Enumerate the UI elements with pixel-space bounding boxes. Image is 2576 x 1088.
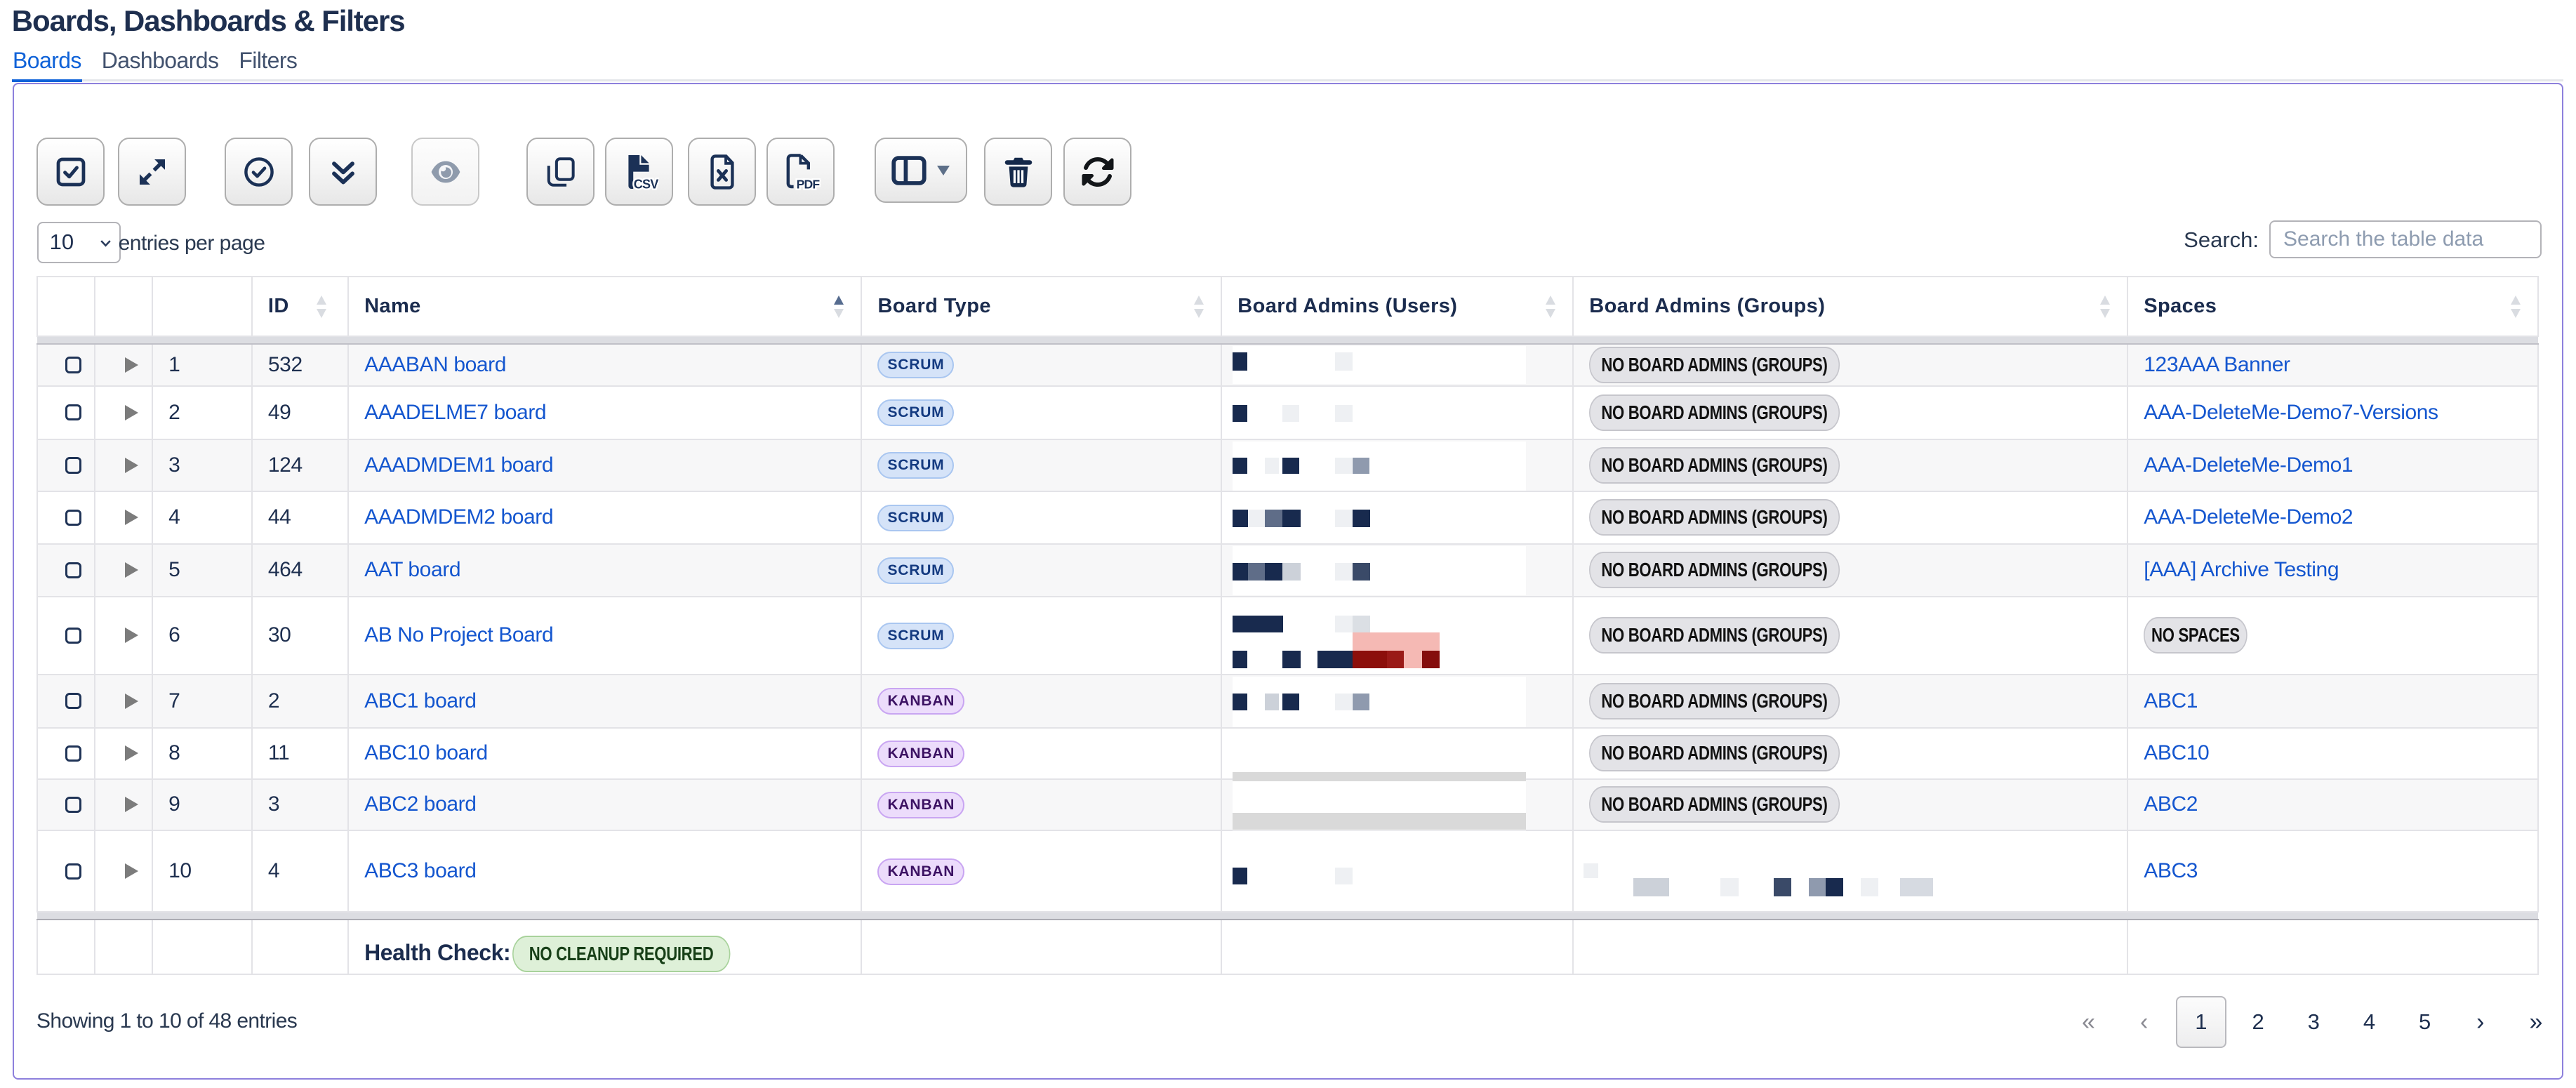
svg-text:CSV: CSV [633, 177, 658, 190]
svg-text:PDF: PDF [796, 177, 820, 190]
